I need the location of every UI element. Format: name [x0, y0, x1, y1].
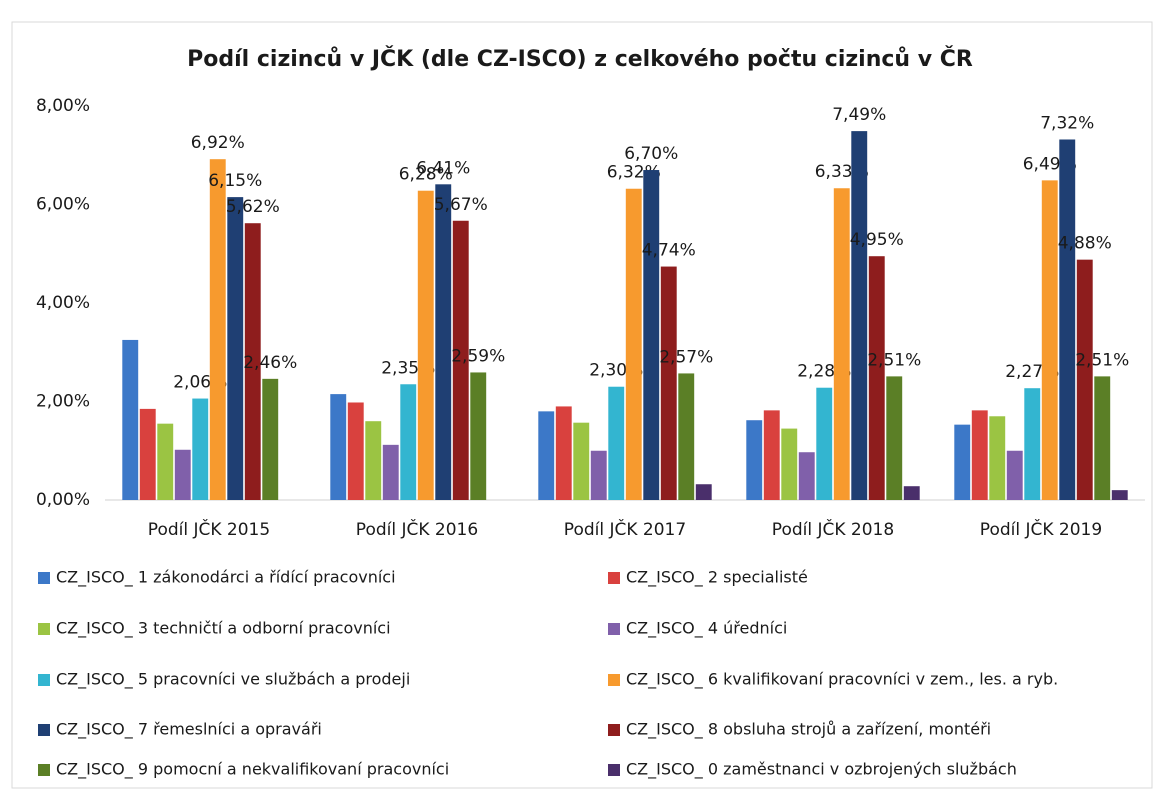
bar	[1111, 490, 1128, 500]
bar	[227, 197, 244, 501]
data-label: 6,41%	[416, 158, 470, 178]
x-tick-label: Podíl JČK 2019	[980, 518, 1102, 540]
legend-swatch	[38, 724, 50, 736]
data-label: 6,15%	[208, 171, 262, 191]
bar	[886, 376, 903, 500]
legend-label: CZ_ISCO_ 7 řemeslníci a opraváři	[56, 720, 322, 740]
bar	[400, 384, 417, 500]
bar	[590, 450, 607, 500]
bar	[903, 486, 920, 500]
bar	[209, 159, 226, 500]
bar	[382, 444, 399, 500]
y-tick-label: 4,00%	[36, 293, 90, 313]
legend-label: CZ_ISCO_ 1 zákonodárci a řídící pracovní…	[56, 568, 396, 588]
data-label: 2,59%	[451, 346, 505, 366]
legend-label: CZ_ISCO_ 6 kvalifikovaní pracovníci v ze…	[626, 670, 1058, 690]
bar	[1006, 450, 1023, 500]
bar	[192, 398, 209, 500]
bar	[625, 188, 642, 501]
bar	[816, 387, 833, 500]
data-label: 4,95%	[850, 230, 904, 250]
bar	[330, 394, 347, 500]
bar	[157, 423, 174, 500]
bar	[798, 452, 815, 500]
data-label: 6,92%	[191, 133, 245, 153]
y-tick-label: 8,00%	[36, 96, 90, 116]
legend-label: CZ_ISCO_ 3 techničtí a odborní pracovníc…	[56, 619, 391, 639]
bar	[435, 184, 452, 500]
bar	[538, 411, 555, 500]
legend-label: CZ_ISCO_ 8 obsluha strojů a zařízení, mo…	[626, 720, 991, 740]
legend-swatch	[608, 674, 620, 686]
legend-swatch	[38, 623, 50, 635]
data-label: 2,46%	[243, 353, 297, 373]
legend-label: CZ_ISCO_ 5 pracovníci ve službách a prod…	[56, 670, 410, 690]
bar	[1076, 259, 1093, 500]
bar	[608, 386, 625, 500]
bar	[868, 256, 885, 500]
bar	[971, 410, 988, 500]
bar	[660, 266, 677, 500]
legend-label: CZ_ISCO_ 0 zaměstnanci v ozbrojených slu…	[626, 760, 1017, 780]
bar	[954, 424, 971, 500]
bar	[139, 408, 156, 500]
legend-swatch	[38, 764, 50, 776]
bar	[695, 484, 712, 500]
data-label: 5,62%	[226, 197, 280, 217]
bar	[678, 373, 695, 500]
chart-title: Podíl cizinců v JČK (dle CZ-ISCO) z celk…	[187, 46, 973, 72]
x-tick-label: Podíl JČK 2015	[148, 518, 270, 540]
y-tick-label: 0,00%	[36, 490, 90, 510]
data-label: 6,28%	[399, 165, 453, 185]
data-label: 6,70%	[624, 144, 678, 164]
legend-swatch	[608, 764, 620, 776]
bar	[573, 422, 590, 500]
data-label: 2,57%	[659, 347, 713, 367]
bar	[244, 223, 261, 500]
bar	[122, 339, 139, 500]
legend-swatch	[608, 623, 620, 635]
bar	[1041, 180, 1058, 500]
data-label: 7,49%	[832, 105, 886, 125]
bar	[746, 420, 763, 500]
data-label: 7,32%	[1040, 113, 1094, 133]
bar	[781, 428, 798, 500]
y-tick-label: 6,00%	[36, 195, 90, 215]
x-tick-label: Podíl JČK 2017	[564, 518, 686, 540]
bar	[262, 378, 279, 500]
bar	[763, 410, 780, 500]
x-tick-label: Podíl JČK 2016	[356, 518, 478, 540]
data-label: 4,74%	[642, 241, 696, 261]
data-label: 2,51%	[1075, 350, 1129, 370]
legend-label: CZ_ISCO_ 4 úředníci	[626, 619, 787, 639]
bar	[643, 170, 660, 500]
data-label: 2,51%	[867, 350, 921, 370]
data-label: 4,88%	[1058, 234, 1112, 254]
bar	[833, 188, 850, 500]
bar	[1094, 376, 1111, 500]
bar	[417, 190, 434, 500]
bar	[851, 131, 868, 500]
bar	[989, 416, 1006, 500]
x-tick-label: Podíl JČK 2018	[772, 518, 894, 540]
legend-swatch	[608, 724, 620, 736]
bar	[347, 402, 364, 500]
bar	[365, 421, 382, 500]
legend-swatch	[608, 572, 620, 584]
legend-swatch	[38, 572, 50, 584]
bar	[1059, 139, 1076, 501]
bar	[452, 220, 469, 500]
data-label: 5,67%	[434, 195, 488, 215]
legend-swatch	[38, 674, 50, 686]
bar	[555, 406, 572, 500]
bar	[174, 449, 191, 500]
legend-label: CZ_ISCO_ 9 pomocní a nekvalifikovaní pra…	[56, 760, 449, 780]
legend-label: CZ_ISCO_ 2 specialisté	[626, 568, 808, 588]
y-tick-label: 2,00%	[36, 392, 90, 412]
bar	[470, 372, 487, 500]
bar	[1024, 388, 1041, 500]
